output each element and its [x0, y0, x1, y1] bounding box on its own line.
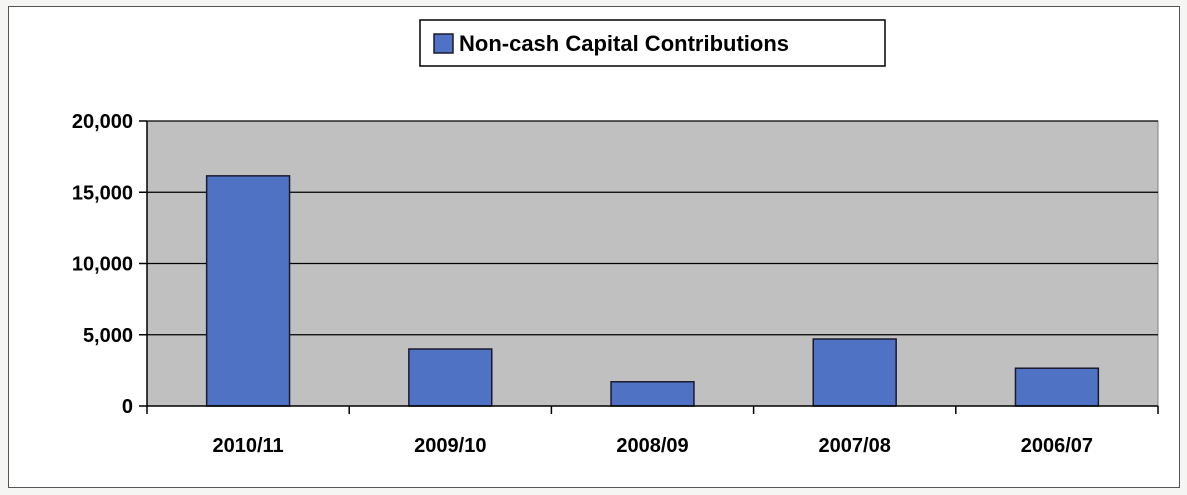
gridlines	[147, 120, 1158, 336]
bars	[205, 175, 1100, 407]
x-tick-label: 2010/11	[212, 435, 283, 457]
bar-2008-09	[610, 381, 695, 407]
x-tick-label: 2006/07	[1021, 435, 1093, 457]
y-tick-label: 20,000	[72, 111, 133, 133]
x-tick-label: 2007/08	[819, 435, 891, 457]
y-tick-label: 15,000	[72, 182, 133, 204]
y-tick-label: 5,000	[83, 325, 133, 347]
y-tick-label: 10,000	[72, 254, 133, 276]
x-tick-labels: 2010/11 2009/10 2008/09 2007/08 2006/07	[212, 435, 1093, 457]
legend-box	[419, 19, 886, 67]
legend-swatch	[433, 33, 454, 54]
bar-chart: Non-cash Capital Contributions 0 5,000 10,…	[72, 19, 1159, 457]
chart-frame: Non-cash Capital Contributions 0 5,000 10,…	[8, 6, 1180, 488]
bar-2010-11	[205, 175, 291, 407]
bar-2009-10	[408, 348, 493, 407]
axes	[139, 120, 1159, 414]
legend: Non-cash Capital Contributions	[419, 19, 886, 67]
x-tick-label: 2009/10	[414, 435, 486, 457]
bar-2006-07	[1014, 367, 1100, 407]
x-tick-label: 2008/09	[616, 435, 688, 457]
y-tick-labels: 0 5,000 10,000 15,000 20,000	[72, 111, 133, 418]
bar-2007-08	[812, 338, 897, 407]
y-tick-label: 0	[122, 396, 133, 418]
legend-label: Non-cash Capital Contributions	[459, 31, 789, 56]
